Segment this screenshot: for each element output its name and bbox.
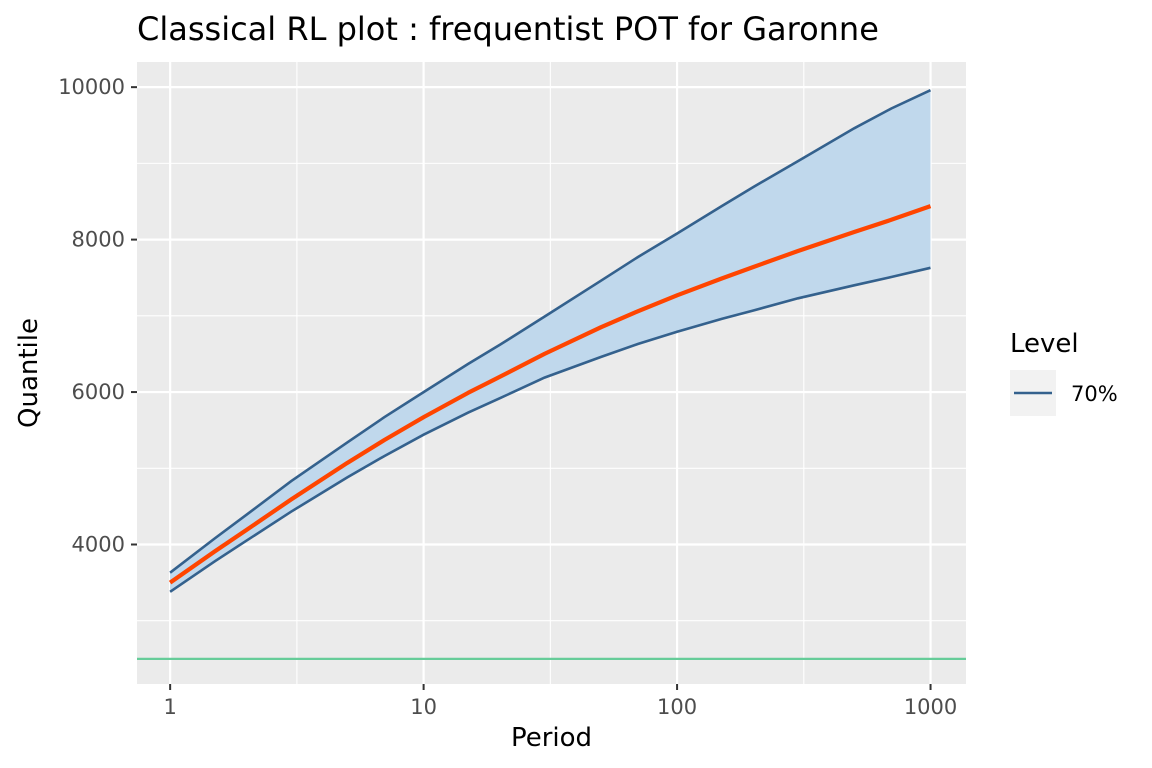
- chart-title: Classical RL plot : frequentist POT for …: [137, 10, 879, 48]
- y-tick-label: 10000: [58, 75, 125, 99]
- y-axis-ticks: 4000 6000 8000 10000: [58, 75, 137, 557]
- x-tick-label: 100: [657, 695, 697, 719]
- upper-bound-line: [169, 89, 932, 574]
- lower-bound-line: [169, 266, 931, 593]
- x-tick-label: 10: [410, 695, 437, 719]
- x-tick-label: 1: [163, 695, 176, 719]
- x-tick-label: 1000: [904, 695, 957, 719]
- estimate-line: [168, 204, 932, 585]
- y-axis-title: Quantile: [14, 318, 44, 428]
- legend: Level 70%: [1010, 329, 1118, 416]
- legend-label-70: 70%: [1071, 382, 1118, 406]
- confidence-band: [170, 90, 931, 592]
- y-tick-label: 8000: [72, 228, 125, 252]
- y-tick-label: 4000: [72, 533, 125, 557]
- x-axis-ticks: 1 10 100 1000: [163, 684, 957, 719]
- y-tick-label: 6000: [72, 380, 125, 404]
- legend-title: Level: [1010, 329, 1079, 359]
- series-lines: [137, 89, 966, 660]
- confidence-band-area: [170, 90, 931, 592]
- x-axis-title: Period: [511, 723, 592, 753]
